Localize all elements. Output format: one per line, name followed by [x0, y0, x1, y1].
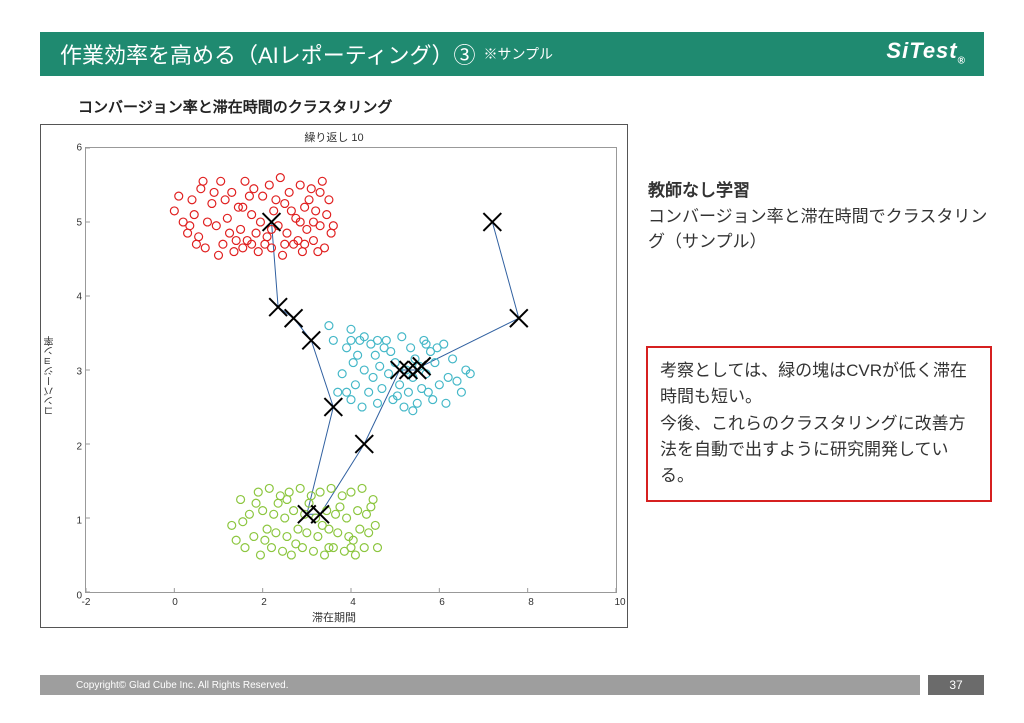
- xtick-label: 2: [261, 597, 267, 608]
- copyright-text: Copyright© Glad Cube Inc. All Rights Res…: [76, 680, 288, 691]
- header-bar: 作業効率を高める（AIレポーティング）③ ※サンプル SiTest®: [40, 32, 984, 76]
- ytick-label: 3: [60, 367, 82, 378]
- ytick-label: 5: [60, 217, 82, 228]
- chart-plot-area: 0123456-20246810: [85, 147, 617, 593]
- chart-svg: [86, 148, 616, 592]
- ytick-label: 6: [60, 143, 82, 154]
- logo-text: SiTest: [886, 38, 957, 63]
- ytick-label: 0: [60, 591, 82, 602]
- xtick-label: -2: [82, 597, 91, 608]
- side-heading: 教師なし学習: [648, 178, 992, 204]
- header-subtitle: ※サンプル: [475, 44, 553, 64]
- side-description: 教師なし学習 コンバージョン率と滞在時間でクラスタリング（サンプル）: [648, 178, 992, 255]
- analysis-box: 考察としては、緑の塊はCVRが低く滞在時間も短い。今後、これらのクラスタリングに…: [646, 346, 992, 502]
- xtick-label: 6: [439, 597, 445, 608]
- header-title: 作業効率を高める（AIレポーティング）③: [40, 38, 475, 70]
- chart-xlabel: 滞在期間: [41, 609, 627, 625]
- logo: SiTest®: [886, 38, 966, 66]
- chart-title: 繰り返し 10: [41, 129, 627, 145]
- chart-section-title: コンバージョン率と滞在時間のクラスタリング: [78, 96, 392, 117]
- xtick-label: 0: [172, 597, 178, 608]
- xtick-label: 8: [528, 597, 534, 608]
- chart-container: 繰り返し 10 滞在期間 コンバージョン率 0123456-20246810: [40, 124, 628, 628]
- ytick-label: 2: [60, 441, 82, 452]
- ytick-label: 1: [60, 516, 82, 527]
- footer-bar: Copyright© Glad Cube Inc. All Rights Res…: [40, 675, 920, 695]
- page-number: 37: [928, 675, 984, 695]
- ytick-label: 4: [60, 292, 82, 303]
- chart-ylabel: コンバージョン率: [43, 336, 58, 416]
- analysis-text: 考察としては、緑の塊はCVRが低く滞在時間も短い。今後、これらのクラスタリングに…: [660, 358, 978, 490]
- xtick-label: 4: [350, 597, 356, 608]
- xtick-label: 10: [614, 597, 625, 608]
- side-body: コンバージョン率と滞在時間でクラスタリング（サンプル）: [648, 204, 992, 255]
- slide: 作業効率を高める（AIレポーティング）③ ※サンプル SiTest® コンバージ…: [0, 0, 1024, 723]
